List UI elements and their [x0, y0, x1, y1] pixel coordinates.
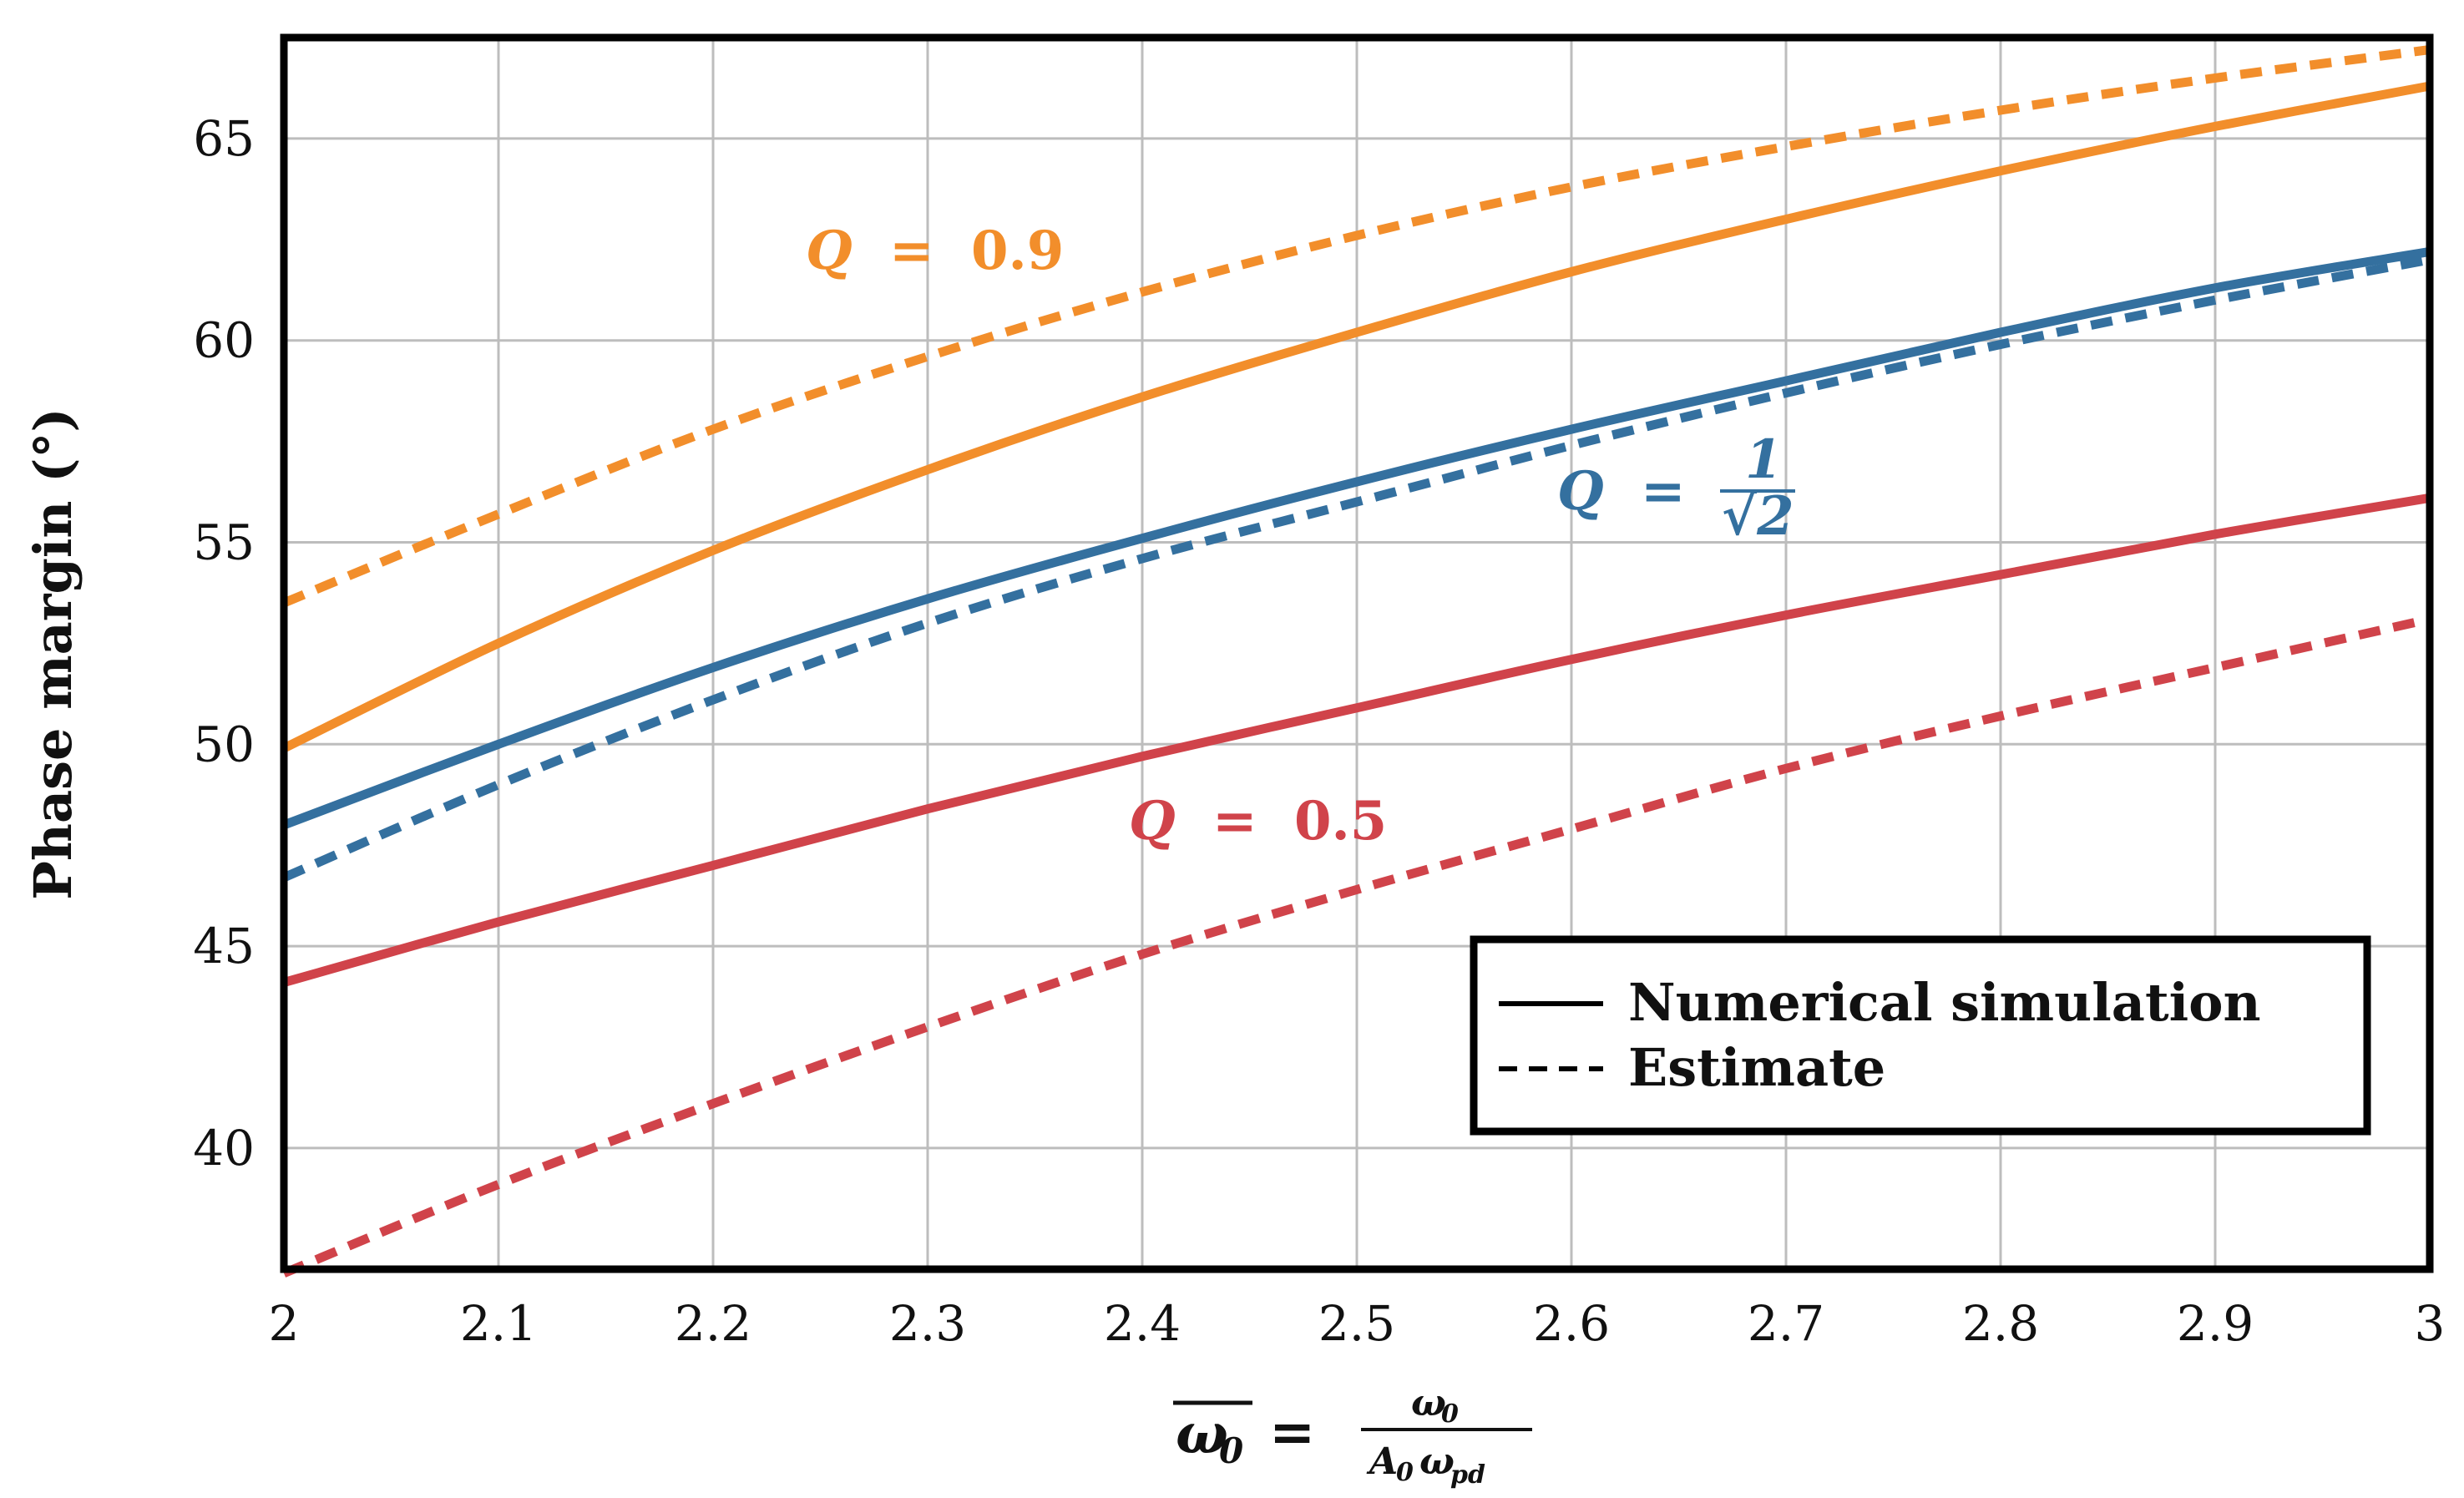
y-tick-label-0: 40: [193, 1120, 255, 1177]
series-line-5: [281, 615, 2431, 1278]
y-tick-label-4: 60: [193, 312, 255, 369]
series-line-3: [281, 255, 2431, 882]
x-axis-title-denominator-a-sub: 0: [1396, 1458, 1414, 1487]
x-tick-label-0: 2: [269, 1295, 300, 1352]
x-axis-title-numerator-sub: 0: [1441, 1399, 1459, 1429]
annotation-q-inv-sqrt2-denominator: √2: [1722, 485, 1794, 548]
plot-frame: [280, 33, 2434, 1273]
annotation-q-inv-sqrt2: Q = 1 √2: [1557, 428, 1795, 548]
legend-label-estimate: Estimate: [1628, 1037, 1885, 1098]
annotation-q-0-9: Q = 0.9: [806, 220, 1064, 282]
series-lines: [281, 45, 2431, 1278]
x-tick-label-2: 2.2: [675, 1295, 751, 1352]
x-axis-title: ω 0 = ω 0 A 0 ω pd: [1173, 1382, 1532, 1490]
series-line-4: [282, 493, 2431, 987]
annotation-q-0-5-value: 0.5: [1294, 790, 1387, 853]
y-tick-label-1: 45: [193, 918, 255, 974]
series-line-2: [282, 246, 2431, 830]
x-tick-label-9: 2.9: [2177, 1295, 2254, 1352]
x-tick-labels: 2 2.1 2.2 2.3 2.4 2.5 2.6 2.7 2.8 2.9 3: [269, 1295, 2446, 1352]
x-axis-title-denominator-a: A: [1366, 1440, 1398, 1483]
x-axis-title-denominator-b: ω: [1419, 1440, 1455, 1483]
series-line-0: [281, 81, 2431, 753]
x-tick-label-6: 2.6: [1533, 1295, 1610, 1352]
annotation-q-0-5-equals: =: [1212, 790, 1257, 853]
x-tick-label-5: 2.5: [1318, 1295, 1395, 1352]
legend: Numerical simulation Estimate: [1470, 935, 2371, 1136]
y-tick-label-5: 65: [193, 110, 255, 167]
x-axis-title-symbol-sub: 0: [1219, 1430, 1243, 1471]
x-tick-label-8: 2.8: [1962, 1295, 2039, 1352]
legend-label-numerical: Numerical simulation: [1628, 972, 2261, 1033]
x-tick-label-4: 2.4: [1104, 1295, 1181, 1352]
y-tick-label-3: 55: [193, 514, 255, 571]
x-axis-title-symbol: ω: [1176, 1401, 1228, 1466]
annotation-q-0-9-value: 0.9: [971, 220, 1064, 282]
annotation-q-inv-sqrt2-equals: =: [1641, 460, 1686, 523]
x-tick-label-3: 2.3: [889, 1295, 966, 1352]
x-tick-label-7: 2.7: [1748, 1295, 1824, 1352]
y-axis-title: Phase margin (°): [23, 407, 83, 899]
x-axis-title-equals: =: [1269, 1399, 1315, 1465]
x-tick-label-10: 3: [2415, 1295, 2446, 1352]
annotation-q-0-9-equals: =: [889, 220, 934, 282]
annotation-q-inv-sqrt2-lhs: Q =: [1557, 460, 1686, 523]
annotation-q-inv-sqrt2-numerator: 1: [1745, 428, 1783, 491]
y-tick-label-2: 50: [193, 716, 255, 772]
annotation-q-0-5-symbol: Q: [1129, 790, 1176, 853]
series-line-1: [281, 45, 2431, 608]
legend-box: [1470, 935, 2371, 1136]
annotation-q-0-9-symbol: Q: [806, 220, 853, 282]
x-tick-label-1: 2.1: [460, 1295, 537, 1352]
x-axis-title-denominator-b-sub: pd: [1450, 1460, 1485, 1490]
y-tick-labels: 40 45 50 55 60 65: [193, 110, 255, 1177]
annotation-q-inv-sqrt2-symbol: Q: [1557, 460, 1604, 523]
annotation-q-0-5: Q = 0.5: [1129, 790, 1387, 853]
x-axis-title-numerator: ω: [1411, 1382, 1446, 1425]
